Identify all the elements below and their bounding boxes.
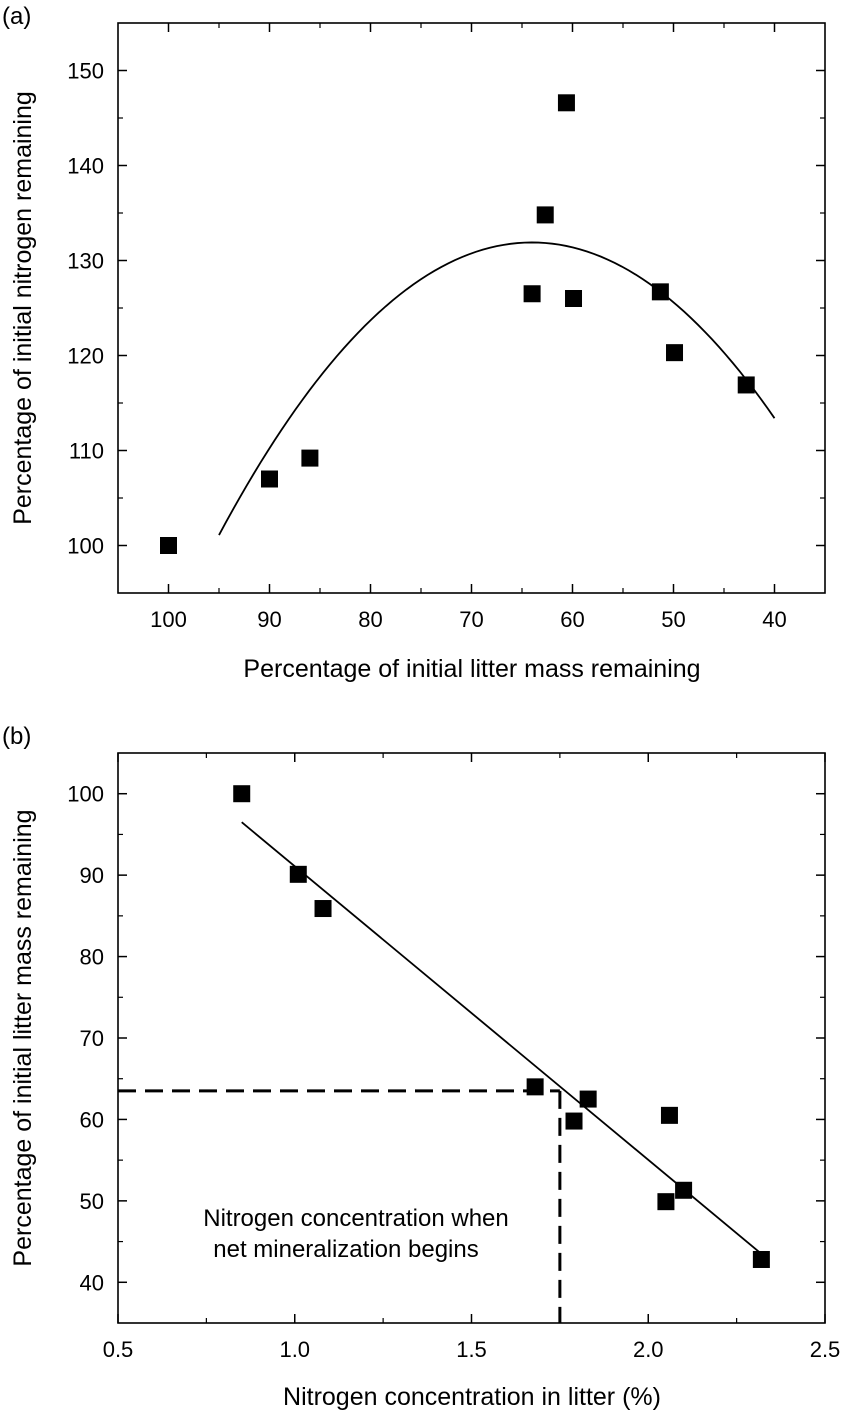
data-point-b <box>233 785 251 803</box>
y-axis-title-b: Percentage of initial litter mass remain… <box>9 809 37 1266</box>
data-point-b <box>579 1090 597 1108</box>
panel-a: (a) 100 90 80 70 60 50 40 100 110 120 130 140 150 Pe… <box>2 3 826 683</box>
data-point-b <box>752 1250 770 1268</box>
y-tick-label-a: 120 <box>67 344 104 369</box>
x-tick-label-b: 2.5 <box>810 1337 841 1362</box>
panel-label-a: (a) <box>2 3 31 30</box>
data-point-a <box>261 470 278 488</box>
axes-b: 0.5 1.0 1.5 2.0 2.5 40 50 60 70 80 90 100 <box>67 753 840 1362</box>
y-tick-label-a: 110 <box>69 439 104 464</box>
x-axis-title-a: Percentage of initial litter mass remain… <box>243 655 700 683</box>
x-tick-label-a: 60 <box>560 607 584 632</box>
data-point-a <box>557 94 575 112</box>
x-tick-label-b: 1.0 <box>279 1337 310 1362</box>
y-tick-label-a: 140 <box>67 154 104 179</box>
points-b <box>233 785 770 1268</box>
y-axis-title-a: Percentage of initial nitrogen remaining <box>9 91 37 525</box>
data-point-a <box>737 376 755 394</box>
annotation-line-1: Nitrogen concentration when <box>203 1205 509 1232</box>
data-point-b <box>565 1112 583 1130</box>
plot-area-a <box>117 22 826 594</box>
y-tick-label-a: 130 <box>67 249 104 274</box>
x-tick-label-a: 50 <box>661 607 685 632</box>
points-a <box>160 94 755 554</box>
data-point-b <box>675 1181 693 1199</box>
data-point-b <box>314 900 332 918</box>
y-tick-label-b: 100 <box>67 782 104 807</box>
y-tick-label-a: 100 <box>67 534 104 559</box>
data-point-b <box>660 1106 678 1124</box>
data-point-b <box>289 865 307 883</box>
y-tick-label-b: 50 <box>80 1189 104 1214</box>
x-tick-label-b: 2.0 <box>633 1337 664 1362</box>
annotation-line-2: net mineralization begins <box>213 1236 479 1263</box>
x-tick-label-b: 1.5 <box>456 1337 487 1362</box>
axes-a: 100 90 80 70 60 50 40 100 110 120 130 140 150 <box>67 23 825 632</box>
x-tick-label-a: 90 <box>257 607 281 632</box>
panel-label-b: (b) <box>2 723 31 750</box>
x-tick-label-a: 70 <box>459 607 483 632</box>
y-tick-label-b: 70 <box>80 1026 104 1051</box>
y-tick-label-a: 150 <box>67 59 104 84</box>
x-tick-label-a: 80 <box>358 607 382 632</box>
panel-b: (b) 0.5 1.0 1.5 2.0 2.5 40 50 60 70 80 90 100 Nitro… <box>2 723 840 1411</box>
x-tick-label-a: 100 <box>150 607 187 632</box>
x-tick-label-b: 0.5 <box>103 1337 134 1362</box>
x-axis-title-b: Nitrogen concentration in litter (%) <box>283 1383 661 1411</box>
data-point-b <box>526 1078 544 1096</box>
fit-curve-a <box>218 241 776 536</box>
y-tick-label-b: 90 <box>80 863 104 888</box>
data-point-a <box>301 449 319 467</box>
data-point-a <box>565 290 583 307</box>
data-point-a <box>536 206 554 224</box>
data-point-a <box>160 537 177 554</box>
data-point-b <box>657 1193 675 1211</box>
data-point-a <box>651 283 669 301</box>
x-tick-label-a: 40 <box>762 607 786 632</box>
y-tick-label-b: 60 <box>80 1107 104 1132</box>
data-point-a <box>666 344 684 362</box>
fit-line-b <box>241 821 762 1255</box>
data-point-a <box>523 285 541 303</box>
y-tick-label-b: 40 <box>80 1270 104 1295</box>
y-tick-label-b: 80 <box>80 945 104 970</box>
